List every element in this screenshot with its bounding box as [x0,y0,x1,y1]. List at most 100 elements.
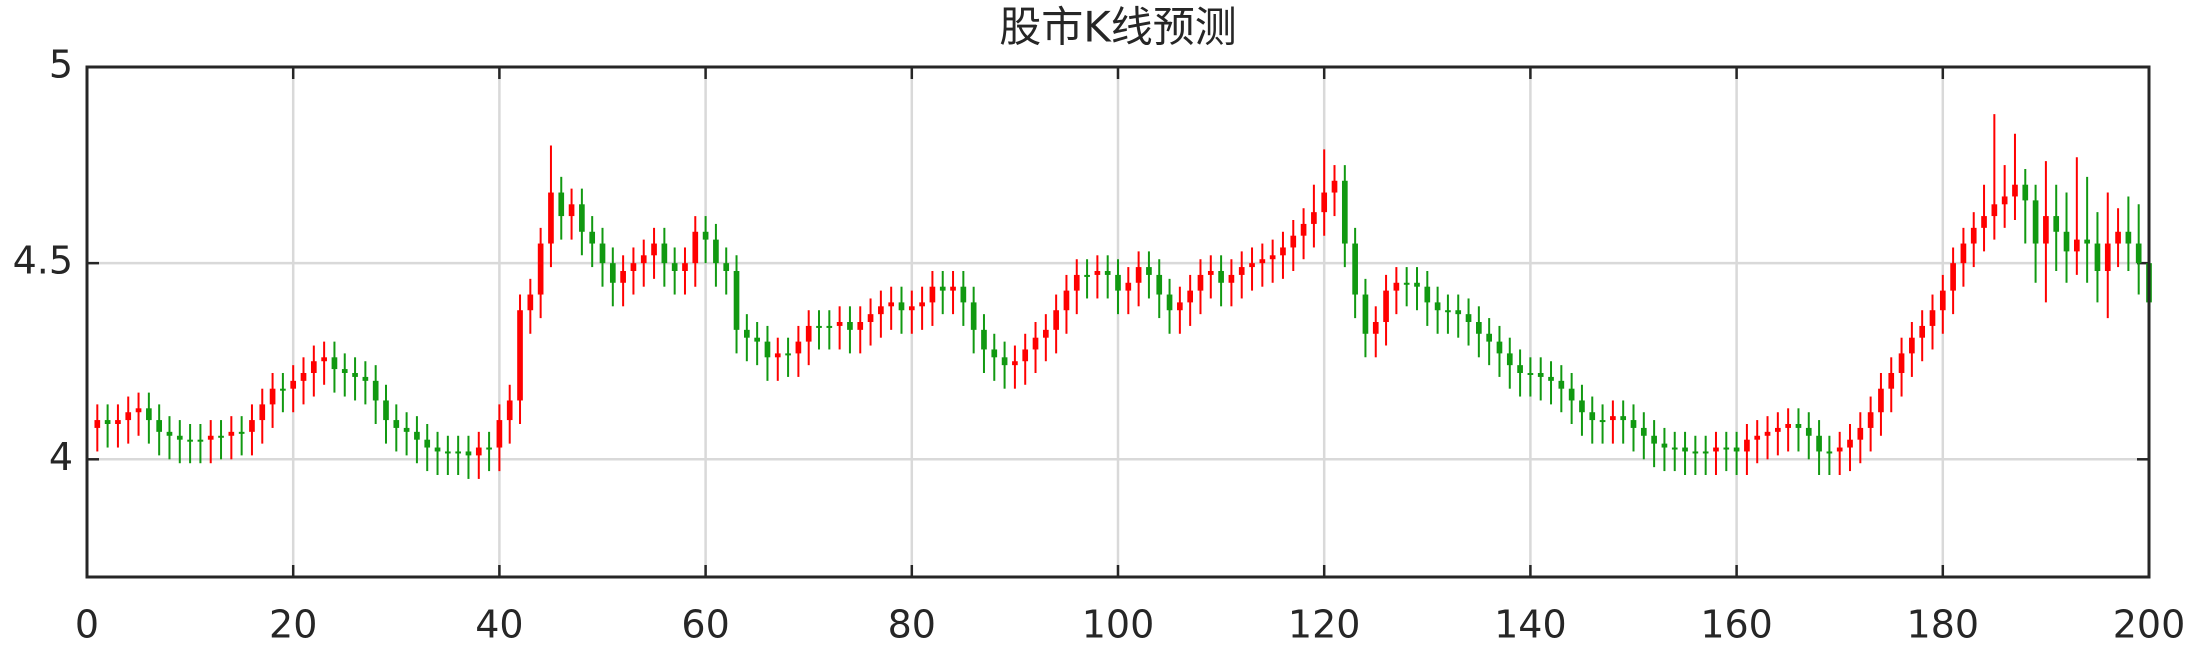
candle-body [878,306,884,315]
candle-body [826,325,833,328]
candle-body [1094,271,1101,275]
candle-body [1909,337,1915,354]
candle-body [1878,388,1884,413]
candle-body [1568,388,1575,401]
candle-body [981,329,987,350]
candle-body [1341,180,1348,244]
candle-body [1506,353,1513,366]
candle-body [908,306,915,311]
candle-body [445,451,451,454]
candle-body [2084,239,2090,244]
candle-body [1764,431,1771,436]
candle-body [785,353,791,356]
candle-body [1393,282,1400,291]
x-tick-label: 140 [1494,603,1567,647]
candle-body [1723,447,1730,450]
candle-body [1867,412,1874,428]
candle-body [754,337,760,342]
candle-body [1537,373,1544,377]
candle-body [1455,310,1462,315]
candle-body [950,286,956,291]
candle-body [1022,349,1029,362]
candle-body [486,447,492,450]
candle-body [2032,200,2039,244]
candle-body [506,400,513,421]
candle-body [733,271,740,330]
candle-body [568,204,575,217]
candle-body [1084,274,1090,277]
candle-body [1991,204,1998,217]
candle-body [1527,373,1534,375]
candle-body [1290,235,1297,248]
candle-body [2022,184,2029,201]
candle-body [1713,447,1719,452]
candle-body [640,255,647,264]
candle-body [2001,196,2008,205]
candle-body [1692,451,1699,454]
candle-body [310,361,317,373]
candle-body [1836,447,1843,452]
candle-body [1682,447,1688,452]
candle-body [1476,322,1482,334]
candle-body [548,192,554,244]
candle-body [1321,192,1328,213]
candle-body [1331,180,1338,193]
candle-body [146,408,152,421]
candle-body [702,231,709,240]
x-tick-label: 80 [888,603,936,647]
candle-body [1300,223,1307,236]
candle-body [579,204,585,232]
candle-body [991,349,998,358]
candle-body [1517,365,1523,373]
candle-body [836,322,843,326]
candle-body [723,263,730,271]
candle-body [1063,290,1070,311]
candle-body [671,263,678,271]
candle-body [1960,243,1967,264]
candle-body [207,435,214,440]
candle-body [1414,282,1420,287]
x-tick-label: 200 [2113,603,2186,647]
x-tick-label: 100 [1082,603,1155,647]
candle-body [1486,333,1492,342]
candle-body [589,231,596,244]
candle-body [94,420,101,428]
candle-body [1785,424,1791,428]
candle-body [1053,310,1059,330]
candle-body [1548,376,1554,381]
candle-body [1795,424,1802,428]
candle-body [166,431,173,436]
candle-body [713,239,719,264]
candle-body [1012,361,1018,366]
candle-body [1166,294,1173,311]
candle-body [1115,274,1121,291]
candle-body [1177,302,1183,311]
x-tick-label: 160 [1700,603,1773,647]
candle-body [744,329,750,338]
candle-body [228,431,235,436]
candle-body [1816,435,1822,452]
candle-body [1579,400,1585,413]
candle-body [1888,373,1895,389]
candle-body [2053,216,2060,232]
candle-body [1857,427,1864,440]
candle-body [1939,290,1946,311]
candle-body [218,435,224,438]
candle-body [2094,243,2101,271]
candle-body [1733,447,1740,452]
candle-body [816,325,822,328]
candle-body [249,420,255,432]
candle-body [1671,447,1678,450]
candle-body [393,420,400,428]
y-tick-label: 5 [49,43,73,87]
candle-body [1362,294,1369,334]
candle-body [341,369,348,373]
candle-body [1372,322,1379,334]
candle-body [1981,216,1987,228]
candle-body [321,357,327,362]
candle-body [1620,416,1627,421]
y-tick-label: 4.5 [13,239,73,283]
candle-body [1599,420,1606,423]
candle-body [414,431,420,440]
